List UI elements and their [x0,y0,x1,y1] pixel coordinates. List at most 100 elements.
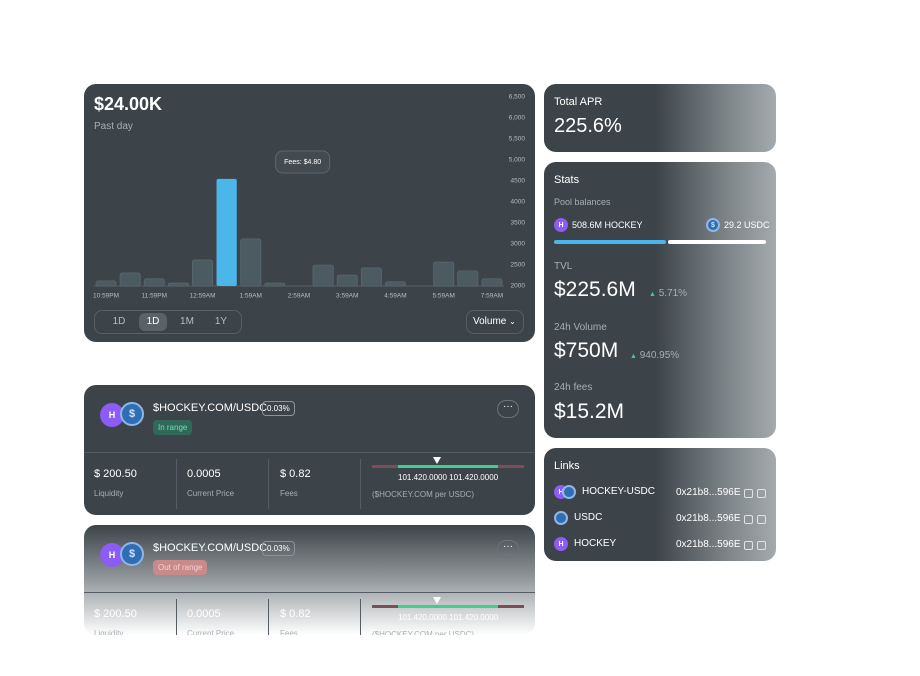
stat-separator [268,459,269,509]
tvl-value: $225.6M [554,278,636,301]
copy-button[interactable] [744,515,753,524]
external-link[interactable] [757,541,766,550]
divider [84,592,535,593]
apr-label: Total APR [554,96,603,108]
stat-separator [176,459,177,509]
y-tick-label: 5,500 [509,136,526,143]
pool-label: Pool balances [554,197,611,207]
range-marker [433,457,441,464]
bar [312,264,334,287]
usdc-icon [554,511,568,525]
range-button[interactable]: 1M [180,316,194,327]
copy-button[interactable] [744,541,753,550]
y-tick-label: 3000 [511,241,526,248]
menu-button[interactable]: ··· [497,400,519,418]
range-values: 101.420.0000 101.420.0000 [398,473,499,482]
external-link[interactable] [757,489,766,498]
stats-title: Stats [554,174,580,186]
stat-label: Liquidity [94,629,124,635]
range-values: 101.420.0000 101.420.0000 [398,613,499,622]
usdc-icon: $ [706,218,720,232]
stat-value: $ 0.82 [280,468,311,480]
range-button[interactable]: 1D [112,316,126,327]
y-tick-label: 2000 [511,283,526,290]
y-tick-label: 4000 [511,199,526,206]
range-active [398,465,498,468]
position-card: H $ $HOCKEY.COM/USDC 0.03% Out of range … [84,525,535,635]
x-tick-label: 2:59AM [288,293,310,300]
pair-name: $HOCKEY.COM/USDC [153,402,268,414]
apr-card: Total APR 225.6% [544,84,776,152]
fees-label: 24h fees [554,382,593,393]
link-name: HOCKEY [574,538,617,549]
bar [119,272,141,287]
stat-value: $ 0.82 [280,608,311,620]
copy-button[interactable] [744,489,753,498]
bar [240,238,262,287]
stat-value: $ 200.50 [94,608,137,620]
stat-separator [176,599,177,635]
balance-bar-a [554,240,666,244]
stat-value: 0.0005 [187,468,221,480]
external-link[interactable] [757,515,766,524]
link-address: 0x21b8...596E [676,539,741,550]
status-badge: Out of range [153,560,208,575]
stat-label: Fees [280,629,298,635]
x-tick-label: 10:59PM [93,293,119,300]
stat-separator [360,459,361,509]
tvl-label: TVL [554,261,573,272]
headline: $24.00K [94,94,163,114]
metric-label: Volume [473,316,507,327]
hockey-icon: H [554,218,568,232]
bar [192,259,213,287]
divider [84,452,535,453]
x-tick-label: 3:59AM [336,293,358,300]
stat-label: Current Price [187,629,235,635]
balance-b: 29.2 USDC [724,220,770,230]
volume-change: ▲ 940.95% [630,350,680,361]
tooltip-text: Fees: $4.80 [284,159,321,166]
y-tick-label: 2500 [511,262,526,269]
link-name: HOCKEY-USDC [582,486,655,497]
pair-name: $HOCKEY.COM/USDC [153,542,268,554]
y-tick-label: 6,500 [509,94,526,101]
tvl-change-text: 5.71% [658,288,688,299]
range-unit: ($HOCKEY.COM per USDC) [372,490,475,499]
links-card: Links H HOCKEY-USDC 0x21b8...596E USDC 0x21b… [544,448,776,561]
y-tick-label: 4500 [511,178,526,185]
metric-dropdown[interactable]: Volume ⌄ [466,310,524,334]
stat-label: Fees [280,489,298,498]
range-button[interactable]: 1D [139,313,167,331]
stats-card: Stats Pool balances H 508.6M HOCKEY $ 29… [544,162,776,438]
usdc-icon: $ [120,542,144,566]
fee-badge: 0.03% [262,541,295,556]
bar [433,261,455,287]
bar [481,278,503,287]
chart-card: $24.00K Past day 2000 2500 3000 3500 4000 450… [84,84,535,342]
menu-button[interactable]: ··· [497,540,519,558]
status-badge: In range [153,420,193,435]
fees-value: $15.2M [554,400,625,423]
apr-value: 225.6% [554,115,622,137]
stat-separator [268,599,269,635]
subtitle: Past day [94,121,133,132]
range-selector: 1D 1D 1M 1Y [94,310,242,334]
range-marker [433,597,441,604]
link-address: 0x21b8...596E [676,513,741,524]
stat-separator [360,599,361,635]
y-tick-label: 5,000 [509,157,526,164]
x-tick-label: 12:59AM [190,293,216,300]
x-tick-label: 5:59AM [433,293,455,300]
volume-change-text: 940.95% [639,350,680,361]
stat-label: Liquidity [94,489,124,498]
range-button[interactable]: 1Y [214,316,228,327]
balance-a: 508.6M HOCKEY [572,220,643,230]
tooltip-box [275,150,331,174]
x-tick-label: 1:59AM [240,293,262,300]
fee-badge: 0.03% [262,401,295,416]
bar [336,274,358,287]
y-tick-label: 6,000 [509,115,526,122]
volume-value: $750M [554,339,619,362]
link-name: USDC [574,512,603,523]
